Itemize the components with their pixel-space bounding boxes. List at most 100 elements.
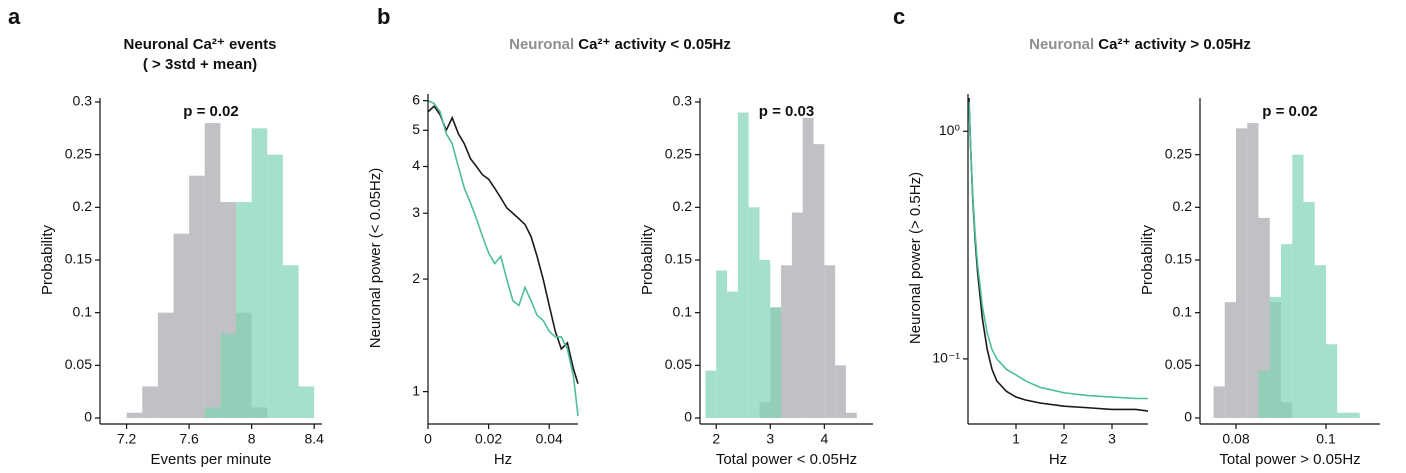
title-part: Ca²⁺ activity < 0.05Hz: [578, 36, 731, 53]
y-tick-label: 0.3: [73, 93, 93, 109]
y-tick-label: 0.15: [65, 251, 92, 267]
x-axis-label: Hz: [1049, 451, 1067, 468]
histogram-bar: [189, 175, 205, 418]
histogram-bar: [759, 260, 771, 418]
panel-label: a: [8, 4, 21, 29]
y-tick-label: 0.05: [1165, 356, 1192, 372]
histogram-bar: [282, 265, 299, 418]
y-axis-label: Probability: [39, 224, 56, 295]
y-tick-label: 5: [412, 121, 420, 137]
title-part: Neuronal: [509, 36, 574, 53]
histogram-bar: [748, 207, 760, 418]
histogram-bar: [705, 370, 717, 418]
y-axis-label: Probability: [639, 224, 656, 295]
y-tick-label: 1: [412, 382, 420, 398]
histogram-bar: [251, 128, 268, 419]
histogram-bar: [813, 144, 825, 418]
x-tick-label: 7.2: [117, 431, 137, 447]
y-tick-label: 0.25: [665, 145, 692, 161]
x-tick-label: 2: [1060, 431, 1068, 447]
x-tick-label: 3: [766, 431, 774, 447]
line-series: [427, 99, 579, 417]
y-tick-label: 0.2: [673, 198, 693, 214]
histogram-bar: [1292, 154, 1304, 418]
y-tick-label: 6: [412, 91, 420, 107]
histogram-bar: [1348, 412, 1360, 418]
y-tick-label: 0.1: [673, 303, 693, 319]
p-value: p = 0.02: [183, 103, 238, 120]
y-tick-label: 0: [684, 409, 692, 425]
x-axis-label: Total power < 0.05Hz: [716, 451, 857, 468]
x-tick-label: 0.08: [1222, 431, 1249, 447]
x-axis-label: Events per minute: [151, 451, 272, 468]
histogram-bar: [1269, 296, 1281, 418]
histogram-bar: [1303, 202, 1315, 418]
histogram-bar: [845, 412, 857, 418]
histogram-bar: [1224, 302, 1236, 418]
histogram-bar: [791, 212, 803, 418]
y-tick-label: 10⁰: [939, 122, 961, 138]
histogram-bar: [1314, 265, 1326, 418]
p-value: p = 0.03: [759, 103, 814, 120]
y-tick-label: 0.1: [1173, 303, 1193, 319]
y-tick-label: 2: [412, 270, 420, 286]
line-series: [968, 101, 1148, 400]
line-series: [427, 104, 579, 384]
histogram-bar: [1326, 344, 1338, 418]
y-tick-label: 3: [412, 204, 420, 220]
histogram-bar: [824, 265, 836, 418]
histogram-bar: [1337, 412, 1349, 418]
histogram-bar: [126, 412, 143, 418]
histogram-bar: [1213, 386, 1225, 418]
x-tick-label: 8: [248, 431, 256, 447]
x-tick-label: 7.6: [179, 431, 199, 447]
chart-title: Neuronal Ca²⁺ events: [124, 36, 277, 53]
x-tick-label: 0: [424, 431, 432, 447]
histogram-bar: [1236, 128, 1248, 419]
x-tick-label: 3: [1108, 431, 1116, 447]
y-tick-label: 0: [84, 409, 92, 425]
histogram-bar: [716, 270, 728, 418]
chart-title: Neuronal Ca²⁺ activity < 0.05Hz: [509, 36, 731, 53]
histogram-bar: [236, 202, 252, 418]
histogram-bar: [1258, 217, 1270, 418]
histogram-bar: [835, 365, 846, 418]
title-part: Ca²⁺ activity > 0.05Hz: [1098, 36, 1251, 53]
y-tick-label: 0.3: [673, 93, 693, 109]
histogram-bar: [737, 112, 749, 419]
y-tick-label: 0.2: [73, 198, 93, 214]
x-tick-label: 2: [712, 431, 720, 447]
histogram-bar: [770, 307, 782, 418]
y-tick-label: 4: [412, 157, 420, 173]
chart-title: Neuronal Ca²⁺ activity > 0.05Hz: [1029, 36, 1251, 53]
histogram-bar: [1281, 244, 1293, 418]
p-value: p = 0.02: [1262, 103, 1317, 120]
histogram-bar: [802, 117, 814, 419]
y-axis-label: Neuronal power (< 0.05Hz): [367, 168, 384, 349]
panel-label: b: [377, 4, 390, 29]
x-tick-label: 0.04: [536, 431, 563, 447]
y-tick-label: 0.15: [665, 251, 692, 267]
histogram-bar: [204, 407, 221, 418]
histogram-bar: [173, 233, 190, 418]
y-tick-label: 0.15: [1165, 251, 1192, 267]
y-tick-label: 0.05: [65, 356, 92, 372]
histogram-bar: [142, 386, 158, 418]
x-tick-label: 8.4: [304, 431, 324, 447]
y-tick-label: 10⁻¹: [932, 350, 960, 366]
x-axis-label: Hz: [494, 451, 512, 468]
histogram-bar: [781, 265, 792, 418]
y-tick-label: 0.05: [665, 356, 692, 372]
histogram-bar: [157, 312, 174, 418]
chart-title: ( > 3std + mean): [143, 56, 257, 73]
x-tick-label: 4: [820, 431, 828, 447]
x-axis-label: Total power > 0.05Hz: [1219, 451, 1360, 468]
line-series: [968, 97, 1149, 412]
panel-label: c: [893, 4, 905, 29]
y-axis-label: Neuronal power (> 0.5Hz): [907, 172, 924, 344]
y-axis-label: Probability: [1139, 224, 1156, 295]
histogram-bar: [727, 291, 738, 418]
histogram-bar: [267, 154, 283, 418]
histogram-bar: [1247, 123, 1259, 419]
